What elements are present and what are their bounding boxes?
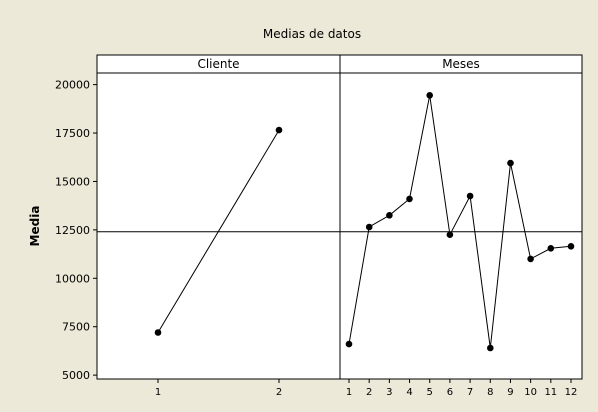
panel-header-label: Meses bbox=[442, 57, 480, 71]
data-point bbox=[507, 159, 514, 167]
chart-title: Medias de datos bbox=[263, 27, 361, 41]
data-point bbox=[527, 255, 534, 263]
x-tick-label: 5 bbox=[427, 387, 433, 398]
x-tick-label: 12 bbox=[565, 387, 578, 398]
data-point bbox=[547, 245, 555, 252]
data-point bbox=[446, 231, 454, 238]
x-tick-label: 3 bbox=[386, 387, 392, 398]
series-line-2 bbox=[348, 95, 572, 349]
data-point bbox=[154, 329, 162, 336]
y-tick-label: 15000 bbox=[55, 175, 90, 188]
y-tick-label: 5000 bbox=[62, 369, 90, 382]
data-point bbox=[386, 212, 393, 219]
y-tick-label: 7500 bbox=[62, 321, 90, 334]
x-tick-label: 2 bbox=[366, 387, 372, 398]
x-tick-label: 8 bbox=[487, 387, 493, 398]
y-axis-label: Media bbox=[28, 206, 42, 247]
x-tick-label: 10 bbox=[524, 387, 537, 398]
data-point bbox=[426, 92, 434, 99]
data-point bbox=[466, 192, 474, 200]
x-tick-label: 7 bbox=[467, 387, 473, 398]
x-tick-label: 9 bbox=[507, 387, 513, 398]
x-tick-label: 4 bbox=[406, 387, 412, 398]
data-point bbox=[365, 223, 373, 231]
data-point bbox=[345, 340, 353, 348]
x-tick-label: 1 bbox=[346, 387, 352, 398]
y-tick-label: 17500 bbox=[55, 127, 90, 140]
y-tick-label: 12500 bbox=[55, 224, 90, 237]
data-point bbox=[487, 344, 494, 352]
data-point bbox=[567, 243, 575, 250]
y-tick-label: 20000 bbox=[55, 79, 90, 92]
x-tick-label: 11 bbox=[544, 387, 557, 398]
x-tick-label: 2 bbox=[276, 387, 282, 398]
data-point bbox=[406, 195, 413, 203]
data-point bbox=[275, 126, 283, 134]
series-line-1 bbox=[157, 129, 280, 333]
x-tick-label: 1 bbox=[155, 387, 161, 398]
panel-header-label: Cliente bbox=[197, 57, 239, 71]
x-tick-label: 6 bbox=[447, 387, 453, 398]
y-tick-label: 10000 bbox=[55, 272, 90, 285]
